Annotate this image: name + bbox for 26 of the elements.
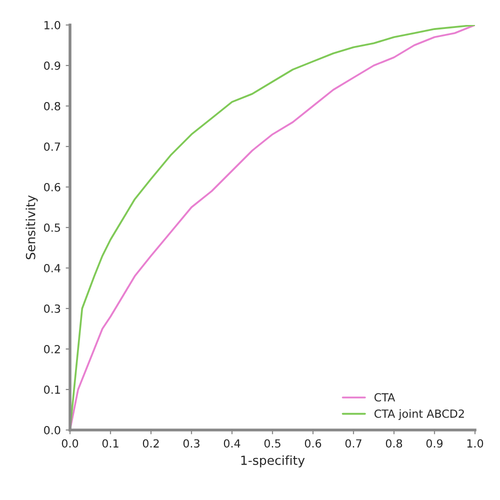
x-tick-label: 0.8 (386, 439, 402, 448)
y-tick-label: 0.2 (44, 344, 60, 354)
x-tick-label: 0.0 (62, 439, 78, 448)
y-tick-label: 0.4 (44, 264, 60, 272)
x-tick-label: 0.4 (224, 439, 240, 448)
x-tick-label: 0.2 (142, 439, 159, 448)
y-tick-label: 0.9 (44, 61, 60, 70)
x-tick-label: 0.3 (183, 439, 200, 448)
legend-label: CTA joint ABCD2 (374, 409, 464, 420)
y-tick-label: 0.3 (44, 304, 60, 313)
legend-label: CTA (374, 393, 396, 402)
x-tick-label: 0.6 (304, 439, 322, 448)
y-axis-title: Sensitivity (26, 195, 38, 260)
x-tick-label: 1.0 (467, 439, 484, 448)
y-tick-label: 0.5 (44, 223, 60, 232)
y-tick-label: 0.6 (44, 182, 60, 192)
y-tick-label: 0.7 (44, 142, 60, 151)
x-tick-label: 0.1 (102, 439, 118, 448)
x-axis-title: 1-specifity (241, 455, 305, 468)
x-tick-label: 0.5 (264, 439, 280, 448)
y-tick-label: 0.8 (44, 102, 60, 110)
y-tick-label: 1.0 (44, 20, 60, 30)
x-tick-label: 0.7 (345, 439, 362, 448)
y-tick-label: 0.0 (44, 426, 60, 434)
x-tick-label: 0.9 (426, 439, 443, 448)
y-tick-label: 0.1 (44, 385, 60, 394)
